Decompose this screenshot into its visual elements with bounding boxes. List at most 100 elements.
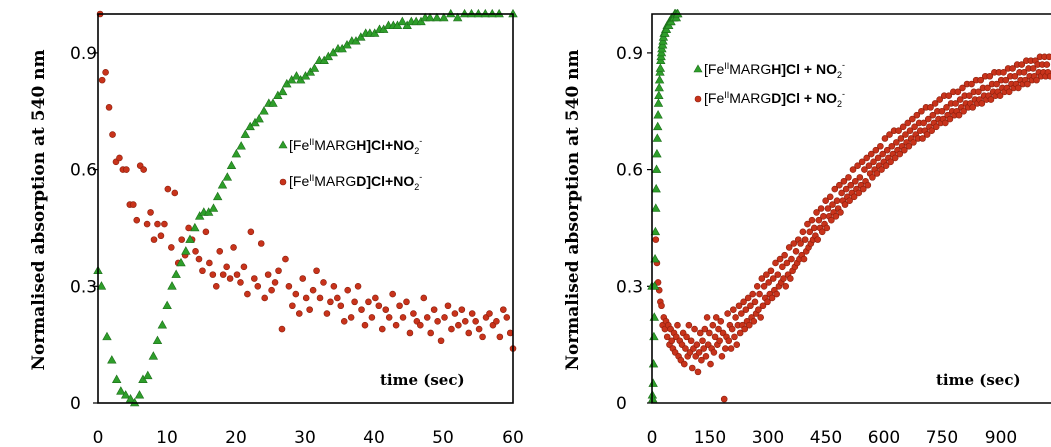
data-point-red <box>823 224 831 232</box>
data-point-red <box>801 236 809 243</box>
data-point-red <box>887 158 894 166</box>
data-point-red <box>901 146 908 154</box>
data-point-red <box>278 325 286 333</box>
data-point-red <box>691 325 698 333</box>
data-point-red <box>895 127 902 134</box>
data-point-green <box>134 390 145 399</box>
data-point-red <box>836 181 843 189</box>
data-point-red <box>257 240 265 247</box>
data-point-red <box>372 294 379 302</box>
data-point-red <box>347 314 355 321</box>
y-tick-label: 0.6 <box>70 161 97 181</box>
data-point-red <box>818 228 826 236</box>
data-point-red <box>430 306 438 313</box>
data-point-red <box>195 255 203 263</box>
data-point-red <box>946 115 954 123</box>
data-point-green <box>107 355 117 364</box>
data-point-red <box>920 119 928 127</box>
data-point-red <box>164 185 172 193</box>
data-point-green <box>102 331 112 341</box>
data-point-red <box>781 251 788 259</box>
data-point-red <box>143 220 151 228</box>
data-point-red <box>751 298 759 306</box>
data-point-red <box>434 318 441 325</box>
data-point-red <box>861 166 868 173</box>
data-point-red <box>323 310 331 317</box>
data-point-red <box>1024 80 1031 88</box>
data-point-red <box>987 96 995 103</box>
data-point-red <box>740 298 747 306</box>
data-point-red <box>674 321 681 329</box>
data-point-red <box>742 306 750 313</box>
data-point-green <box>309 63 320 72</box>
data-point-green <box>152 335 163 345</box>
left-plot-frame <box>97 13 514 404</box>
data-point-red <box>687 337 695 345</box>
data-point-red <box>799 228 807 236</box>
data-point-red <box>938 107 946 115</box>
data-point-green <box>143 370 153 380</box>
data-point-red <box>403 298 410 306</box>
data-point-red <box>924 115 932 123</box>
data-point-red <box>254 282 262 290</box>
data-point-red <box>790 240 798 247</box>
data-point-red <box>942 119 949 127</box>
data-point-green <box>291 71 302 80</box>
data-point-red <box>157 232 165 240</box>
data-point-red <box>693 341 701 348</box>
legend-marker-circle <box>694 95 702 103</box>
data-point-red <box>904 119 912 127</box>
data-point-red <box>444 302 452 310</box>
data-point-red <box>769 275 777 282</box>
right-legend: [FeIIMARGH]Cl + NO2- [FeIIMARGD]Cl + NO2- <box>693 60 845 109</box>
data-point-green <box>649 331 659 341</box>
data-point-red <box>782 282 790 290</box>
data-point-red <box>936 96 943 103</box>
data-point-red <box>354 282 362 290</box>
data-point-red <box>986 72 994 80</box>
data-point-red <box>737 310 745 317</box>
data-point-red <box>468 310 476 317</box>
y-tick-label: 0.3 <box>70 277 97 297</box>
y-tick-label: 0 <box>70 394 81 414</box>
data-point-red <box>783 259 791 267</box>
right-y-axis-label: Normalised absorption at 540 nm <box>563 49 583 370</box>
data-point-red <box>700 345 707 352</box>
x-tick-label: 750 <box>926 428 958 447</box>
y-tick-label: 0.6 <box>616 161 643 181</box>
data-point-red <box>845 174 852 181</box>
data-point-red <box>908 115 916 123</box>
legend-label: [FeIIMARGH]Cl+NO2- <box>289 136 422 156</box>
data-point-red <box>856 174 864 181</box>
data-point-red <box>993 80 1000 88</box>
data-point-red <box>945 92 953 99</box>
right-x-ticks: 0 150 300 450 600 750 900 <box>647 428 1018 447</box>
data-point-red <box>1015 84 1022 92</box>
data-point-red <box>919 135 926 142</box>
data-point-green <box>236 141 246 150</box>
data-point-red <box>731 333 738 341</box>
data-point-red <box>351 298 358 306</box>
x-tick-label: 60 <box>502 428 524 447</box>
data-point-red <box>282 255 289 263</box>
data-point-red <box>849 166 857 173</box>
data-point-red <box>902 131 909 138</box>
data-point-red <box>233 271 241 278</box>
data-point-green <box>432 12 442 22</box>
data-point-red <box>441 314 448 321</box>
data-point-red <box>212 282 220 290</box>
data-point-red <box>306 306 313 313</box>
data-point-green <box>654 75 665 84</box>
data-point-red <box>423 314 431 321</box>
data-point-red <box>833 197 841 205</box>
data-point-red <box>858 158 866 166</box>
data-point-red <box>788 255 795 263</box>
data-point-red <box>727 345 735 352</box>
data-point-green <box>651 183 661 193</box>
data-point-red <box>344 286 351 294</box>
data-point-green <box>171 269 181 278</box>
data-point-red <box>682 345 689 352</box>
data-point-red <box>334 294 341 302</box>
data-point-red <box>199 267 206 275</box>
